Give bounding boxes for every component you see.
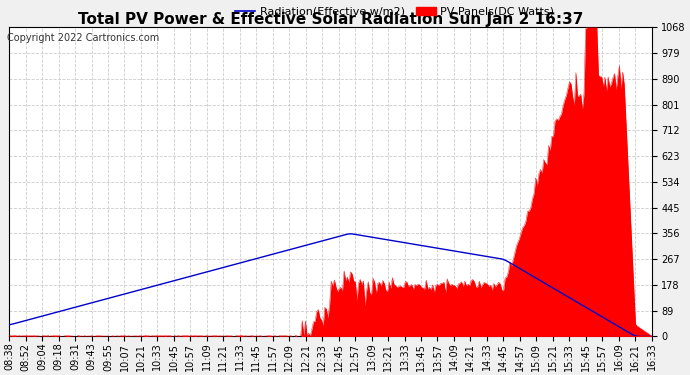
Title: Total PV Power & Effective Solar Radiation Sun Jan 2 16:37: Total PV Power & Effective Solar Radiati…: [78, 12, 583, 27]
Text: Copyright 2022 Cartronics.com: Copyright 2022 Cartronics.com: [7, 33, 159, 43]
Legend: Radiation(Effective w/m2), PV Panels(DC Watts): Radiation(Effective w/m2), PV Panels(DC …: [230, 2, 559, 21]
